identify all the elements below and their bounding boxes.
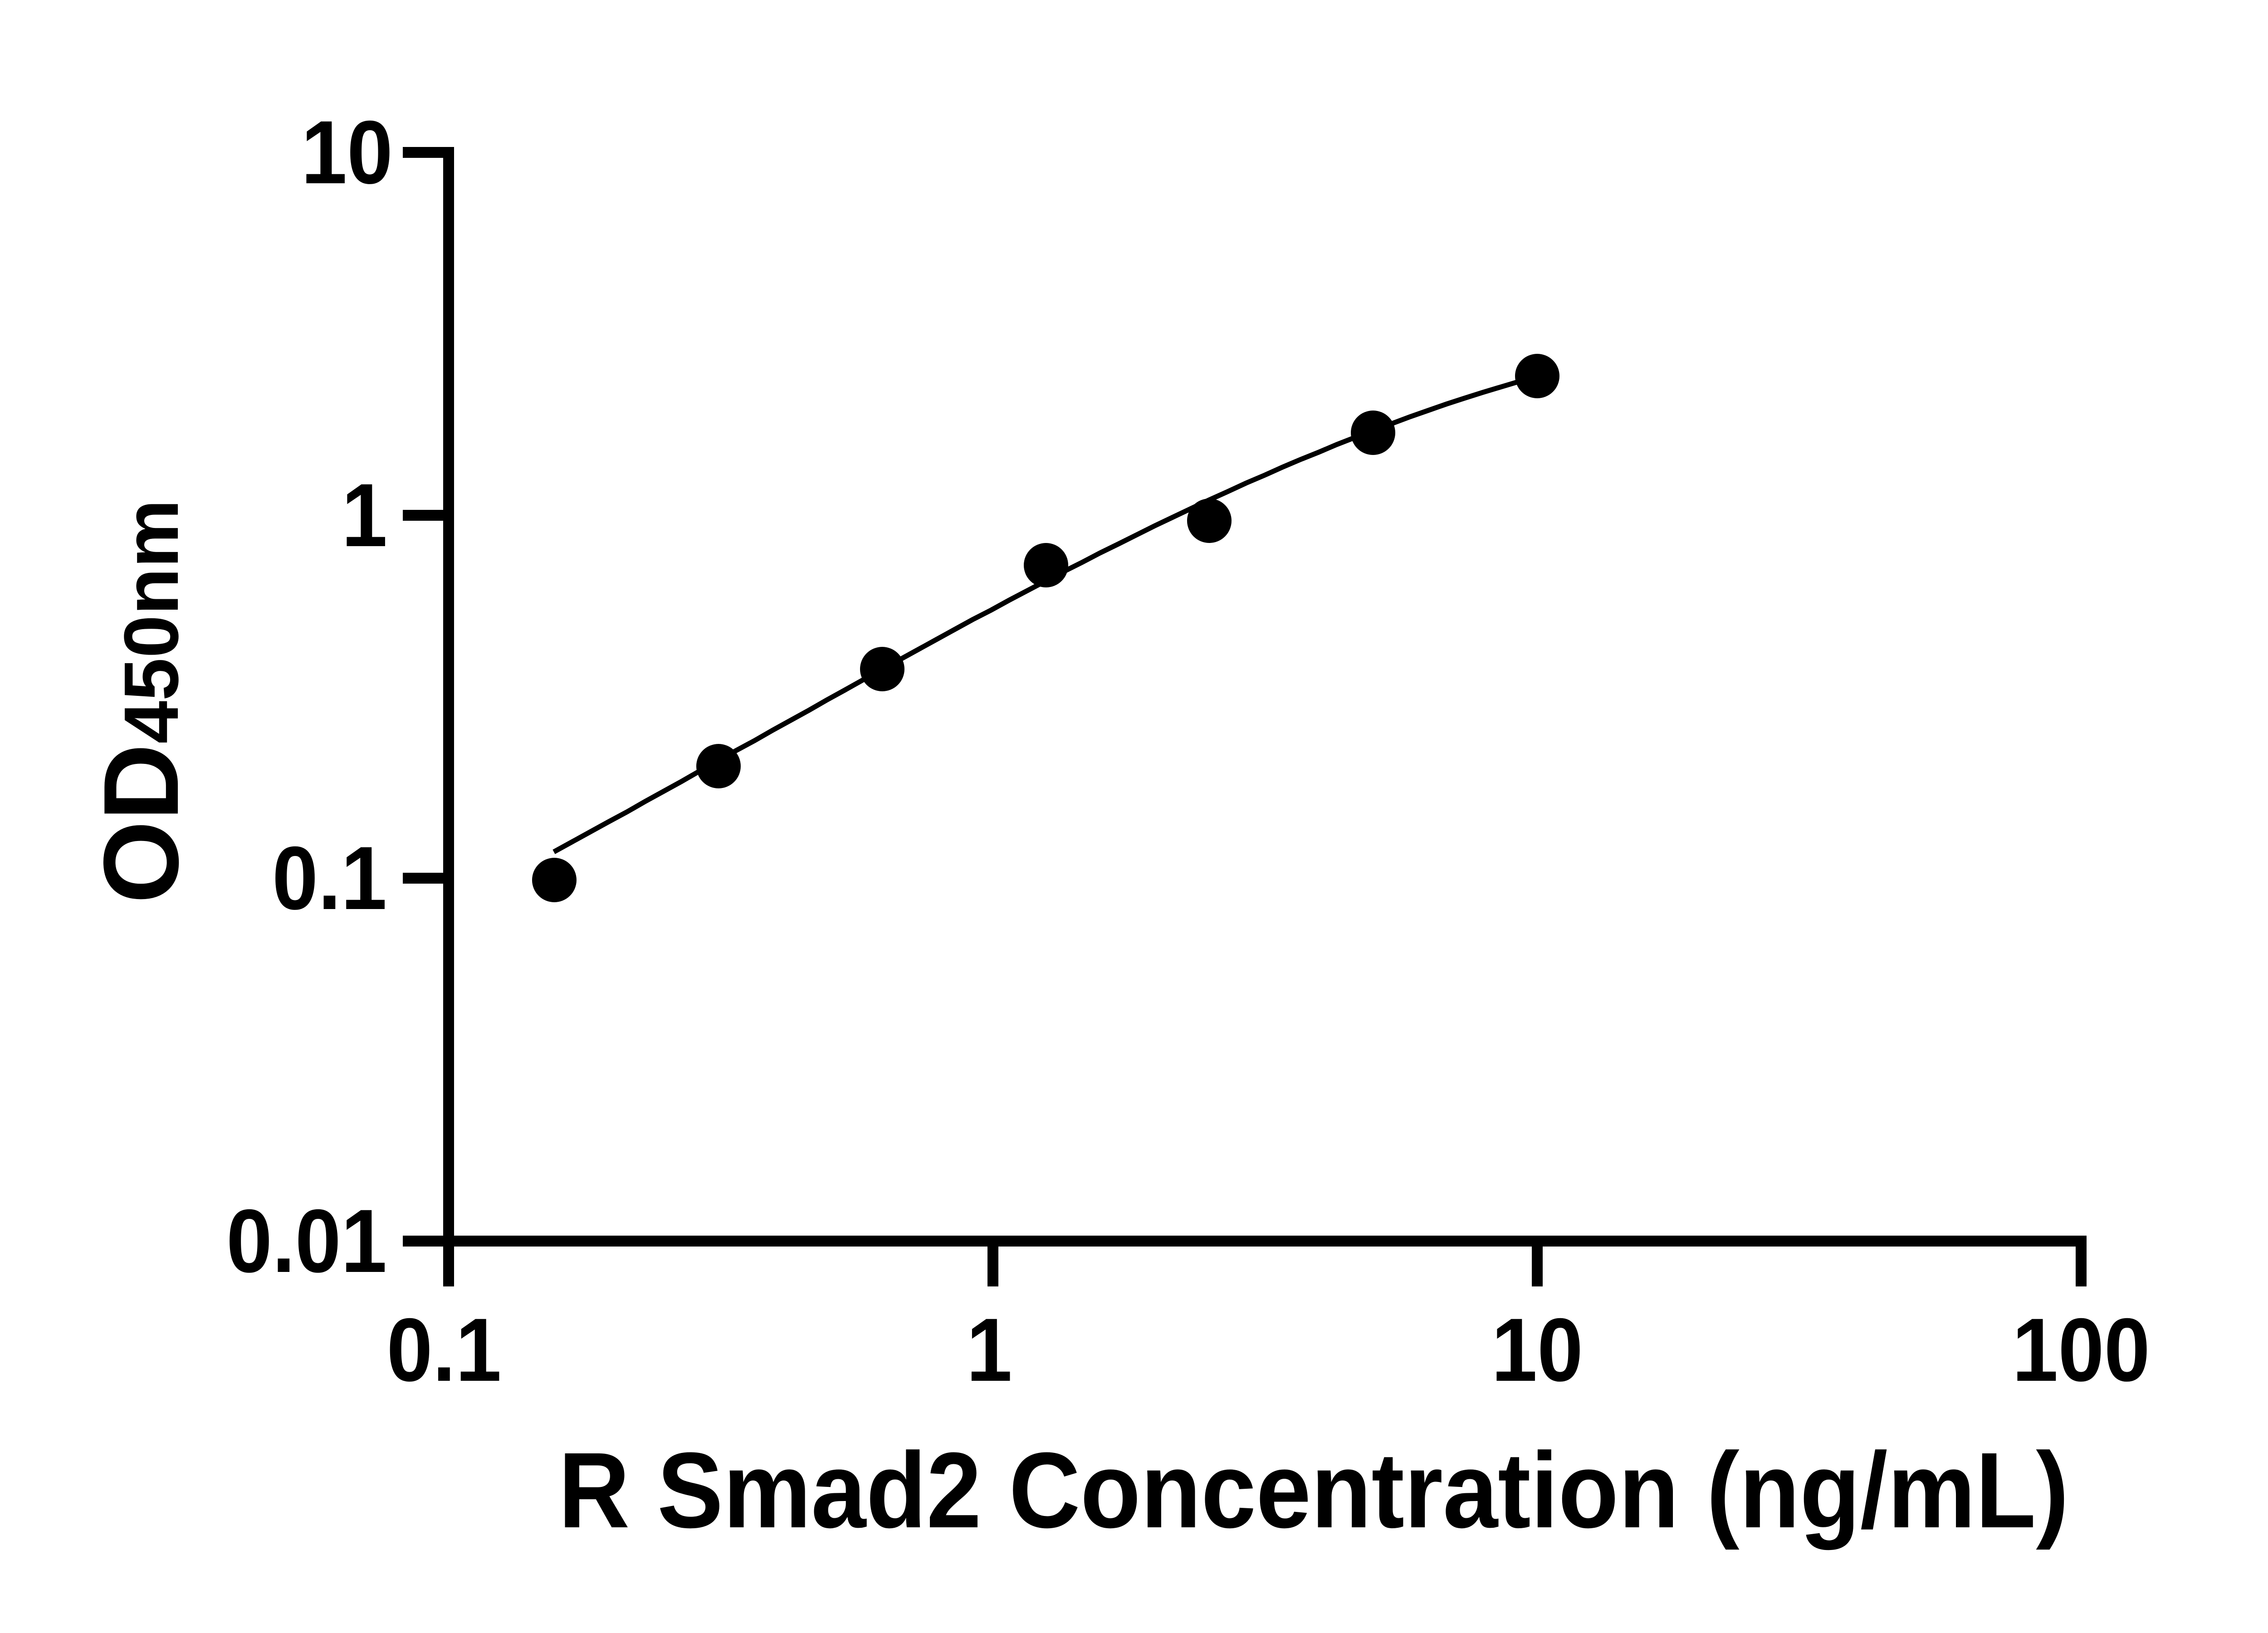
svg-text:0.01: 0.01 (226, 1191, 387, 1291)
svg-text:R Smad2 Concentration (ng/mL): R Smad2 Concentration (ng/mL) (558, 1430, 2069, 1550)
svg-text:0.1: 0.1 (272, 828, 387, 928)
svg-text:10: 10 (1491, 1300, 1583, 1400)
svg-text:100: 100 (2012, 1300, 2150, 1400)
svg-text:1: 1 (342, 465, 387, 565)
svg-text:OD450nm: OD450nm (81, 499, 200, 904)
svg-text:0.1: 0.1 (387, 1300, 502, 1400)
svg-text:1: 1 (967, 1300, 1012, 1400)
svg-text:10: 10 (301, 102, 393, 202)
